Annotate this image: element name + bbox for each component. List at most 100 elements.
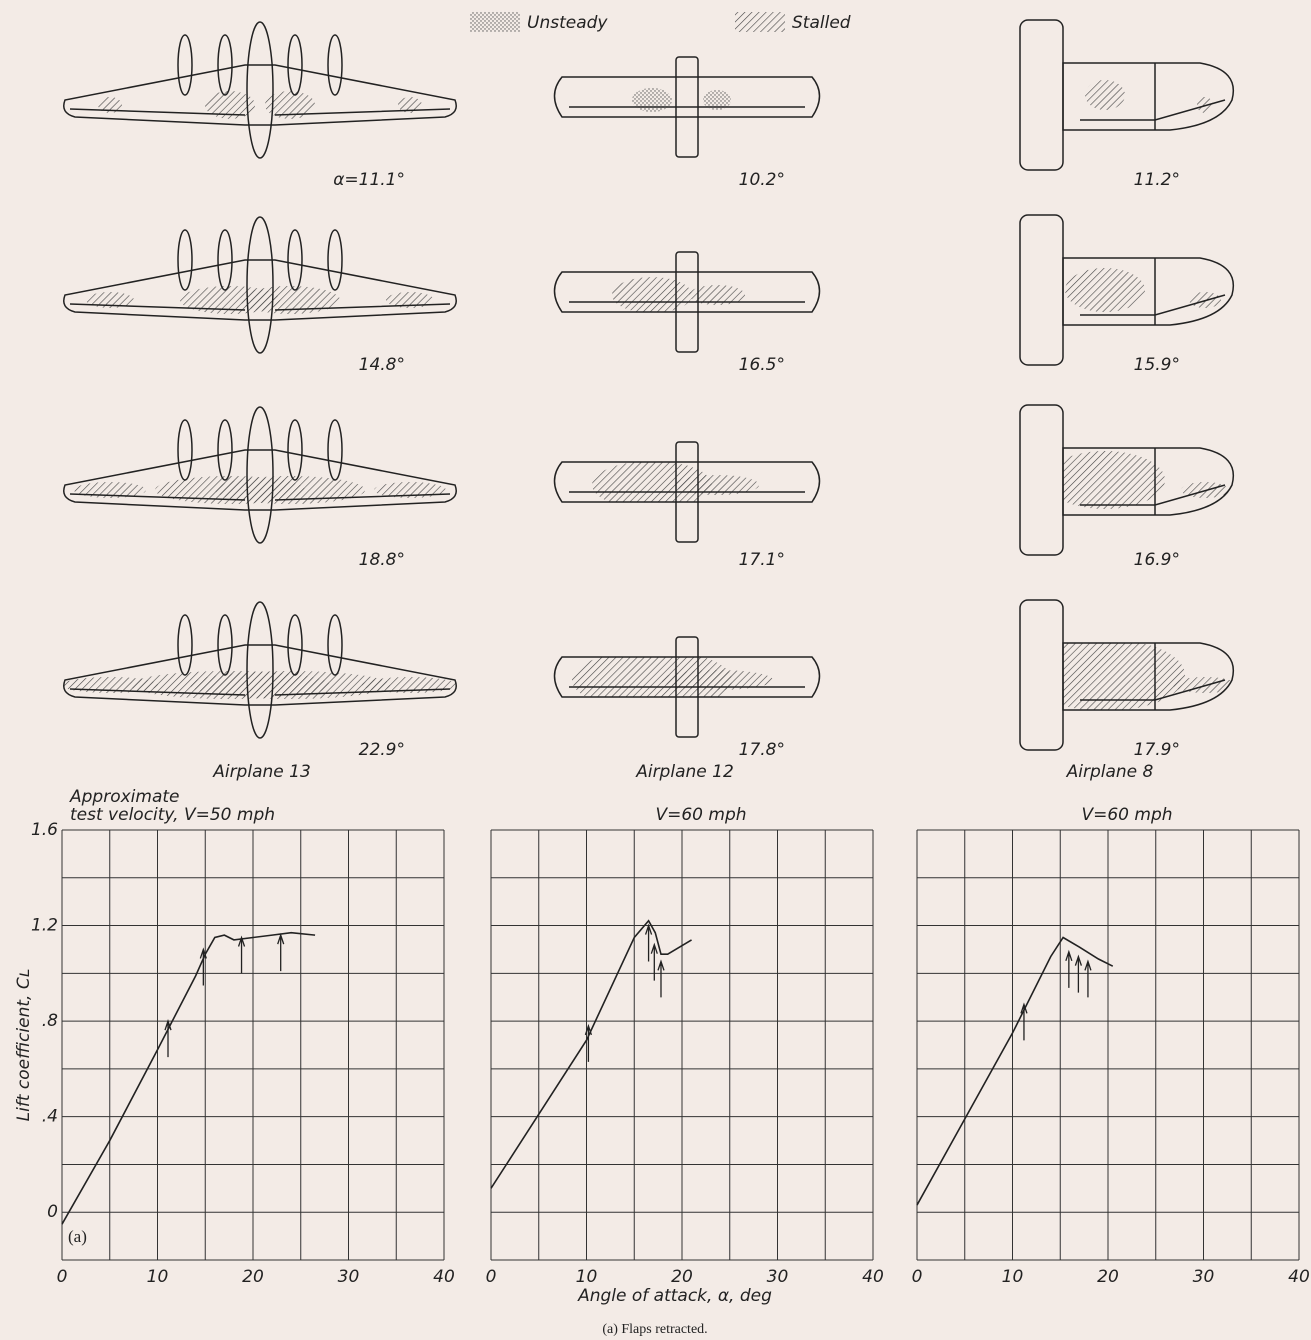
stall-region	[74, 476, 446, 504]
stall-arrow	[1065, 949, 1073, 988]
outline	[287, 34, 303, 96]
stall-patch	[675, 475, 759, 495]
stall-region	[63, 671, 457, 699]
airplane-sketch	[63, 406, 457, 544]
stall-arrow	[237, 935, 246, 974]
legend-label: Stalled	[792, 13, 851, 33]
airplane-sketch	[63, 601, 457, 739]
angle-label: 18.8°	[359, 550, 405, 570]
angle-label: 15.9°	[1134, 355, 1180, 375]
x-tick-label: 40	[1288, 1267, 1310, 1287]
stall-patch	[1063, 643, 1185, 710]
stall-patch	[265, 91, 315, 119]
wing	[63, 644, 457, 706]
wing	[63, 64, 457, 126]
airplane-sketch	[553, 636, 821, 738]
outline	[246, 216, 274, 354]
y-tick-label: .8	[42, 1011, 58, 1031]
outline	[217, 419, 233, 481]
x-tick-label: 30	[767, 1267, 789, 1287]
wing	[553, 461, 821, 503]
stall-arrow	[1084, 959, 1092, 998]
outline	[1019, 599, 1064, 751]
x-tick-label: 30	[1193, 1267, 1215, 1287]
outline	[1080, 448, 1226, 515]
chart-title: V=60 mph	[1081, 805, 1172, 825]
stall-region	[86, 286, 434, 314]
wing	[553, 656, 821, 698]
x-tick-label: 40	[433, 1267, 455, 1287]
outline	[327, 419, 343, 481]
stall-arrow	[1020, 1002, 1028, 1041]
outline	[675, 56, 699, 158]
outline	[1019, 214, 1064, 366]
angle-label: 16.5°	[739, 355, 785, 375]
stall-patch	[612, 277, 692, 312]
stall-region	[612, 277, 745, 312]
outline	[69, 303, 451, 311]
caption: (a) Flaps retracted.	[602, 1322, 707, 1337]
stall-patch	[572, 657, 732, 697]
airplane-sketch	[1019, 214, 1234, 366]
airplane-name: Airplane 13	[212, 762, 311, 782]
angle-label: 17.1°	[739, 550, 785, 570]
angle-label: 17.9°	[1134, 740, 1180, 760]
lift-curve	[61, 931, 316, 1225]
outline	[287, 419, 303, 481]
airplane-sketch	[1019, 599, 1234, 751]
outline	[177, 229, 193, 291]
outline	[1080, 258, 1226, 325]
stall-patch	[1065, 268, 1145, 312]
outline	[69, 688, 451, 696]
wing	[1062, 642, 1234, 711]
outline	[1080, 63, 1226, 130]
stall-patch	[703, 90, 731, 110]
outline	[675, 441, 699, 543]
legend-swatch	[735, 12, 785, 32]
wing	[1062, 447, 1234, 516]
x-tick-label: 0	[912, 1267, 923, 1287]
wing	[553, 271, 821, 313]
outline	[327, 34, 343, 96]
y-tick-label: 0	[47, 1202, 58, 1222]
airplane-sketch	[63, 21, 457, 159]
outline	[177, 614, 193, 676]
stall-region	[592, 462, 759, 502]
airplane-sketch	[1019, 404, 1234, 556]
outline	[69, 108, 451, 116]
stall-patch	[205, 91, 255, 119]
stall-patch	[632, 88, 672, 112]
outline	[675, 636, 699, 738]
wing	[553, 76, 821, 118]
outline	[327, 229, 343, 291]
stall-patch	[1085, 80, 1125, 110]
x-tick-label: 0	[57, 1267, 68, 1287]
x-tick-label: 10	[576, 1267, 598, 1287]
legend-swatch	[470, 12, 520, 32]
outline	[287, 614, 303, 676]
angle-label: 14.8°	[359, 355, 405, 375]
outline	[1019, 404, 1064, 556]
stall-region	[1065, 268, 1221, 312]
x-tick-label: 20	[242, 1267, 264, 1287]
wing	[1062, 257, 1234, 326]
lift-curve	[490, 919, 692, 1189]
stall-arrow	[644, 923, 653, 962]
stall-patch	[1063, 451, 1165, 509]
stall-patch	[398, 97, 422, 113]
airplane-name: Airplane 8	[1066, 762, 1154, 782]
stall-arrow	[164, 1019, 172, 1058]
outline	[177, 34, 193, 96]
outline	[246, 601, 274, 739]
wing	[63, 449, 457, 511]
stall-region	[98, 91, 422, 119]
stall-arrow	[199, 947, 207, 986]
stall-patch	[240, 286, 340, 314]
x-tick-label: 10	[147, 1267, 169, 1287]
outline	[217, 34, 233, 96]
airplane-sketch	[553, 441, 821, 543]
stall-arrow	[584, 1023, 593, 1062]
stall-region	[1085, 80, 1213, 113]
stall-patch	[386, 292, 434, 308]
outline	[246, 406, 274, 544]
